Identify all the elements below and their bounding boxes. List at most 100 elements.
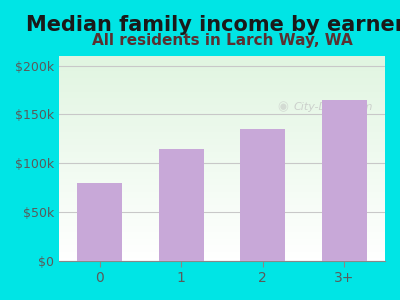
Bar — [59, 252, 385, 253]
Bar — [59, 94, 385, 95]
Text: All residents in Larch Way, WA: All residents in Larch Way, WA — [92, 33, 352, 48]
Bar — [59, 227, 385, 228]
Bar — [59, 84, 385, 85]
Bar — [59, 187, 385, 188]
Bar — [59, 154, 385, 155]
Bar — [59, 166, 385, 167]
Bar — [59, 139, 385, 140]
Bar — [59, 72, 385, 74]
Bar — [59, 61, 385, 62]
Bar — [59, 63, 385, 64]
Bar — [59, 235, 385, 236]
Bar — [59, 164, 385, 166]
Bar — [59, 211, 385, 212]
Bar — [59, 103, 385, 104]
Bar — [59, 77, 385, 79]
Bar — [59, 230, 385, 231]
Bar — [59, 176, 385, 177]
Bar — [59, 113, 385, 114]
Bar — [59, 218, 385, 219]
Bar — [59, 95, 385, 96]
Bar — [59, 180, 385, 181]
Bar — [59, 259, 385, 260]
Bar — [59, 133, 385, 134]
Bar — [59, 65, 385, 66]
Bar — [59, 101, 385, 102]
Bar — [59, 76, 385, 77]
Bar — [59, 197, 385, 198]
Bar — [59, 91, 385, 92]
Bar — [59, 199, 385, 200]
Bar — [59, 102, 385, 103]
Bar — [59, 178, 385, 179]
Bar — [59, 143, 385, 144]
Bar — [59, 207, 385, 208]
Bar — [59, 129, 385, 130]
Bar — [59, 86, 385, 87]
Bar — [59, 120, 385, 122]
Bar — [59, 146, 385, 147]
Bar — [59, 75, 385, 76]
Bar — [59, 130, 385, 131]
Bar — [322, 100, 367, 261]
Bar — [59, 185, 385, 186]
Bar — [59, 206, 385, 207]
Bar — [59, 242, 385, 243]
Bar — [59, 89, 385, 90]
Bar — [59, 223, 385, 224]
Bar — [59, 88, 385, 89]
Bar — [59, 192, 385, 193]
Bar — [59, 149, 385, 150]
Bar — [59, 212, 385, 214]
Bar — [59, 241, 385, 242]
Bar — [59, 134, 385, 135]
Bar — [59, 260, 385, 261]
Bar — [59, 216, 385, 217]
Bar — [59, 220, 385, 221]
Bar — [59, 109, 385, 110]
Bar — [59, 160, 385, 161]
Bar — [59, 119, 385, 120]
Bar — [59, 144, 385, 145]
Bar — [59, 87, 385, 88]
Bar — [59, 196, 385, 197]
Bar — [59, 81, 385, 82]
Bar — [59, 254, 385, 256]
Bar — [59, 156, 385, 157]
Bar — [59, 116, 385, 117]
Bar — [59, 62, 385, 63]
Bar — [59, 68, 385, 69]
Bar — [59, 189, 385, 190]
Bar — [59, 112, 385, 113]
Bar — [240, 129, 285, 261]
Bar — [59, 79, 385, 80]
Bar — [59, 247, 385, 248]
Bar — [59, 245, 385, 246]
Bar — [59, 201, 385, 202]
Bar — [59, 195, 385, 196]
Bar — [59, 93, 385, 94]
Bar — [59, 96, 385, 97]
Bar — [59, 248, 385, 249]
Bar — [59, 243, 385, 244]
Bar — [59, 153, 385, 154]
Bar — [59, 256, 385, 257]
Bar — [59, 228, 385, 229]
Bar — [59, 234, 385, 235]
Bar — [59, 179, 385, 180]
Bar — [59, 233, 385, 234]
Title: Median family income by earners: Median family income by earners — [26, 15, 400, 35]
Bar — [59, 167, 385, 169]
Bar — [59, 171, 385, 172]
Bar — [59, 142, 385, 143]
Bar — [59, 151, 385, 152]
Bar — [59, 131, 385, 132]
Bar — [59, 157, 385, 158]
Bar — [59, 244, 385, 245]
Bar — [59, 182, 385, 183]
Bar — [59, 107, 385, 108]
Bar — [59, 85, 385, 86]
Bar — [59, 222, 385, 223]
Bar — [59, 152, 385, 153]
Bar — [59, 147, 385, 148]
